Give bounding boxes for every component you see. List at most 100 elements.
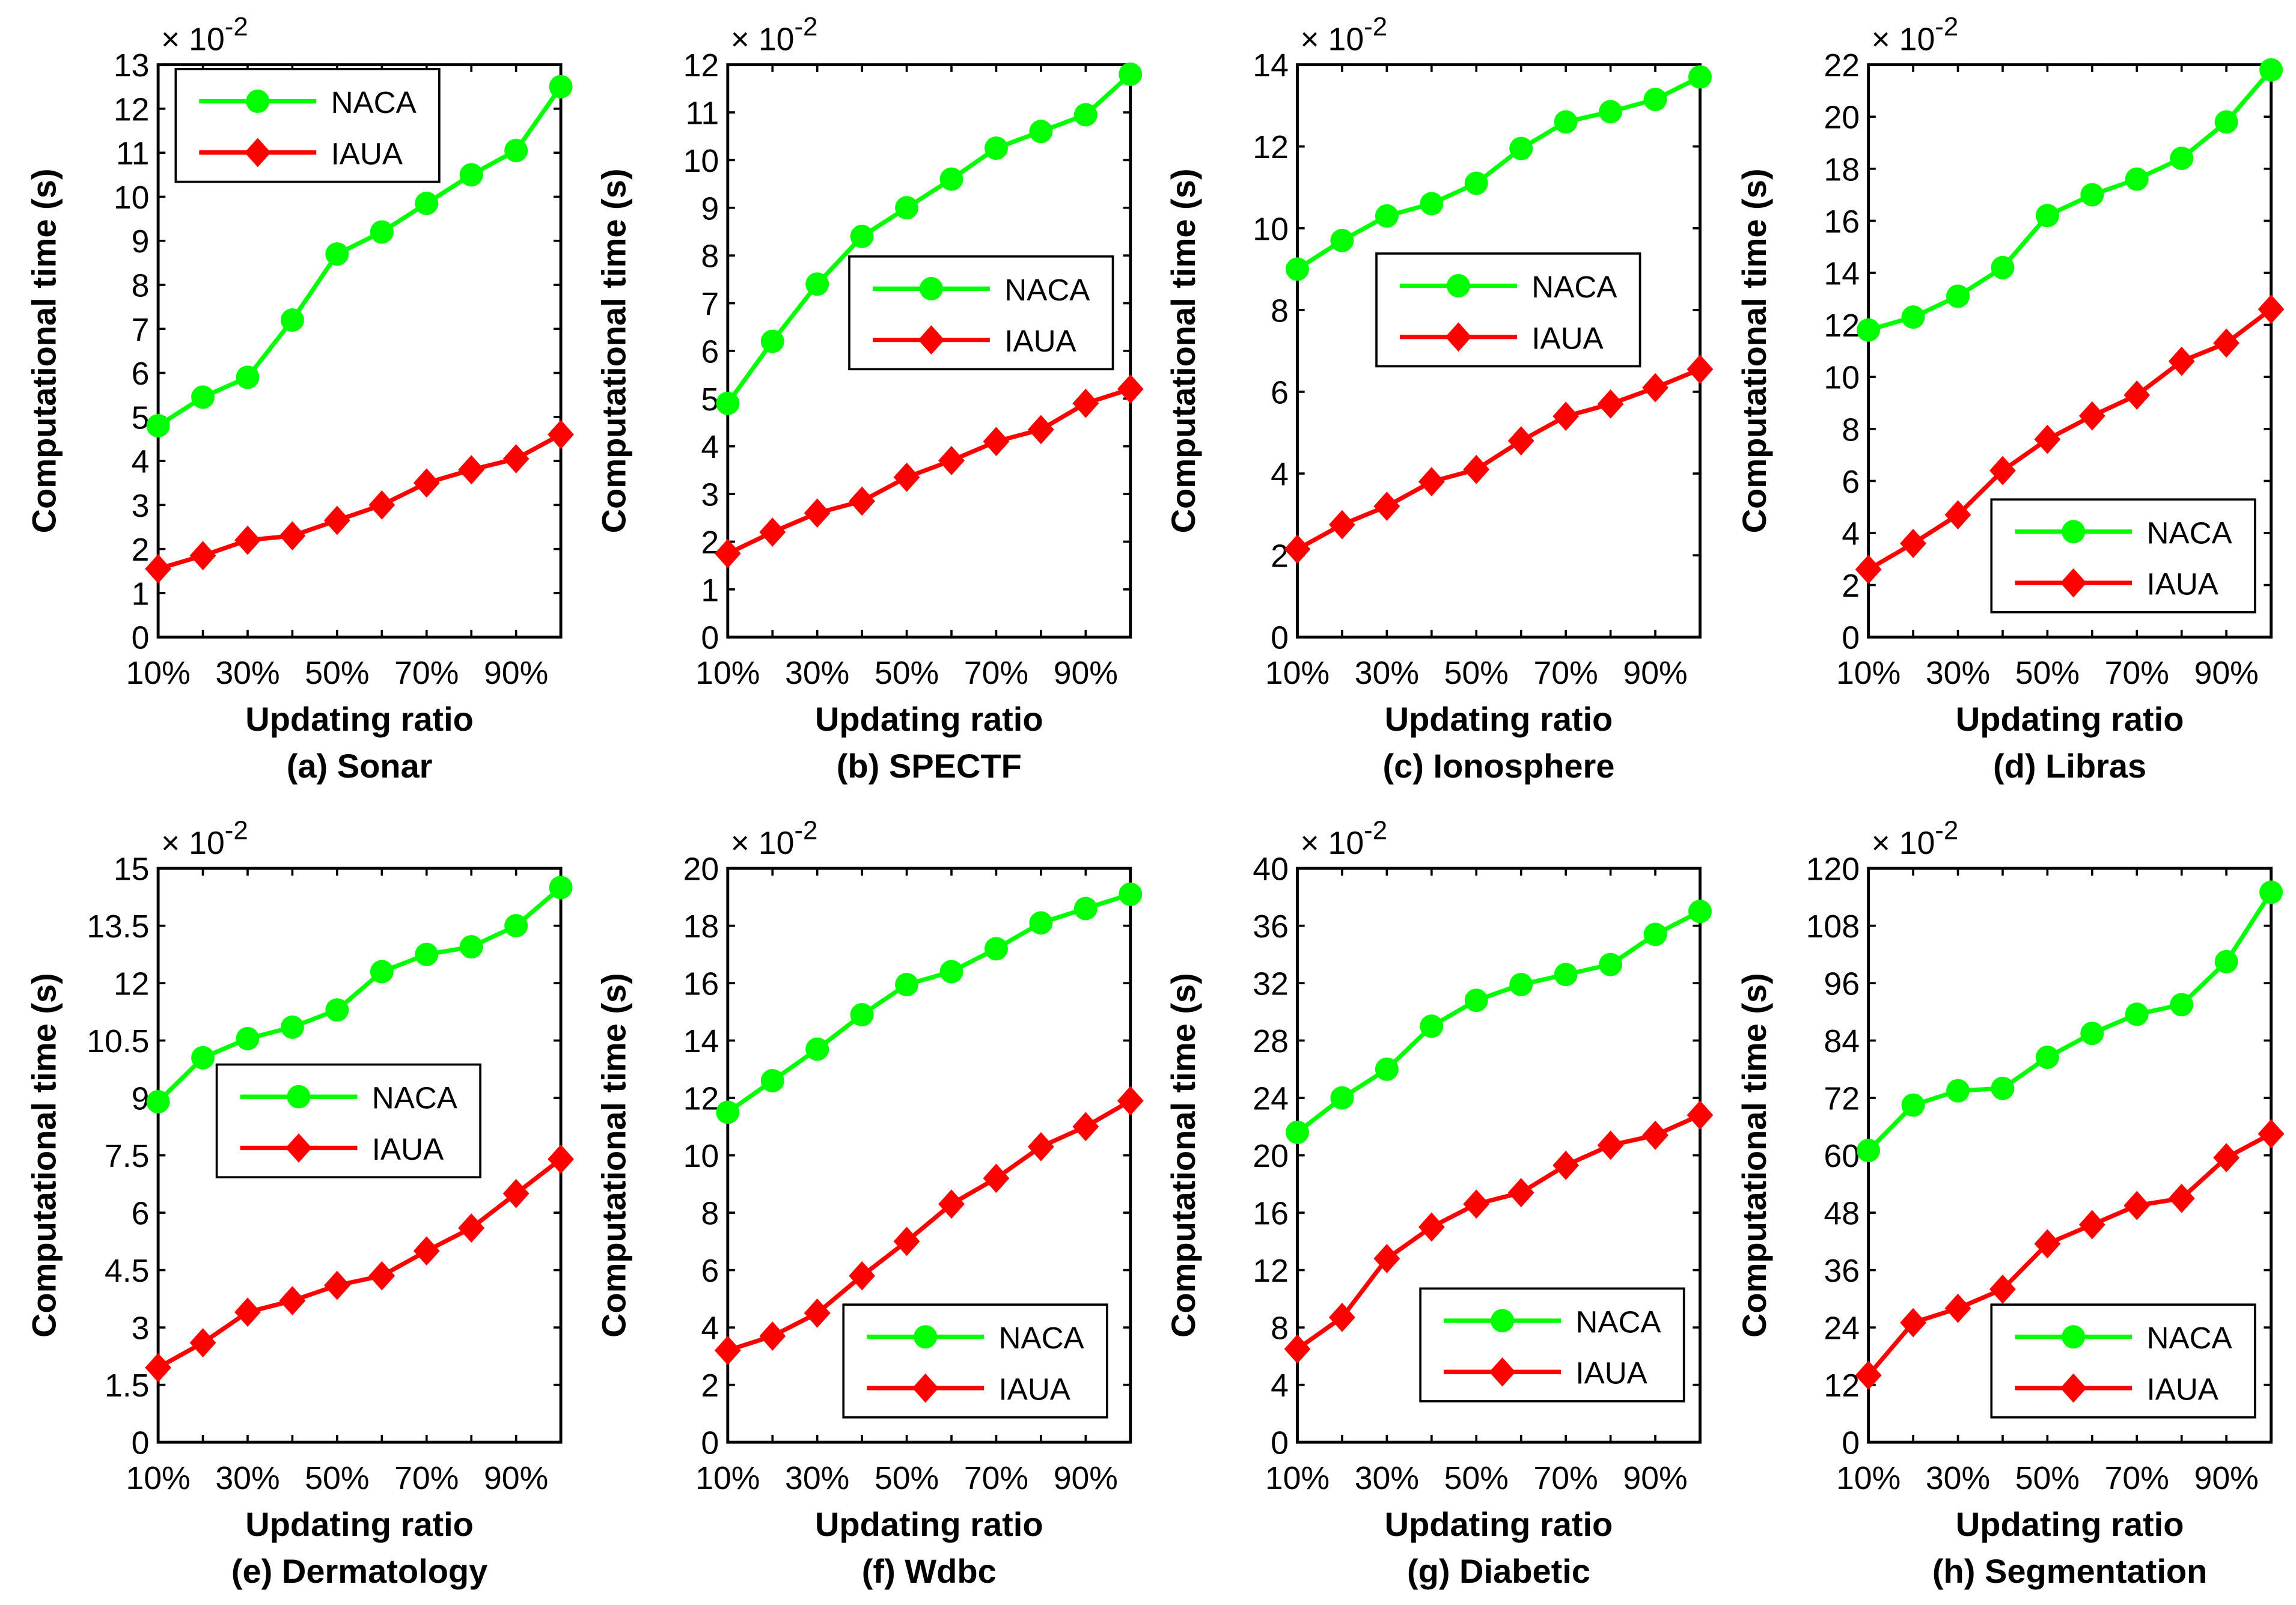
legend-label: IAUA xyxy=(331,136,403,171)
x-tick-label: 50% xyxy=(875,655,939,691)
x-tick-label: 50% xyxy=(1444,655,1509,691)
data-point xyxy=(1464,171,1488,195)
y-multiplier: × 10-2 xyxy=(1871,815,1958,860)
data-point xyxy=(893,462,920,492)
y-tick-label: 4 xyxy=(1271,457,1289,493)
legend-label: IAUA xyxy=(1531,321,1604,355)
series-line xyxy=(1296,909,1702,1134)
y-tick-label: 0 xyxy=(132,1425,150,1461)
x-tick-label: 90% xyxy=(484,1460,548,1496)
series-line xyxy=(1296,367,1701,552)
data-point xyxy=(2259,880,2283,904)
chart-title: (a) Sonar xyxy=(287,747,433,785)
legend-marker-diamond xyxy=(244,138,271,168)
legend: NACA IAUA xyxy=(215,1063,481,1179)
series-line xyxy=(157,432,562,571)
chart-title: (c) Ionosphere xyxy=(1383,747,1615,785)
y-tick-label: 18 xyxy=(1824,151,1860,187)
data-point xyxy=(1420,1014,1444,1038)
data-point xyxy=(1901,1093,1925,1117)
chart-title: (h) Segmentation xyxy=(1932,1552,2207,1590)
x-tick-label: 50% xyxy=(2015,655,2080,691)
data-point xyxy=(1553,1150,1580,1180)
data-point xyxy=(984,937,1008,961)
y-tick-label: 8 xyxy=(132,268,150,304)
chart-8: 0 12 24 36 48 60 72 84 96 108 120 10% 30% 50% 70% 90% × … xyxy=(1735,815,2285,1590)
legend-box xyxy=(842,1303,1108,1419)
legend-marker-circle xyxy=(1491,1309,1515,1333)
data-point xyxy=(1509,973,1533,997)
legend-marker-diamond xyxy=(1489,1357,1516,1387)
x-axis-label: Updating ratio xyxy=(245,1505,474,1543)
x-tick-label: 30% xyxy=(1926,1460,1990,1496)
series-line xyxy=(727,1098,1132,1353)
data-point xyxy=(939,960,963,984)
data-point xyxy=(893,1226,920,1256)
series-line xyxy=(1867,307,2273,571)
x-tick-label: 70% xyxy=(964,655,1028,691)
data-point xyxy=(280,308,304,332)
y-tick-label: 10.5 xyxy=(87,1023,149,1059)
y-axis-label: Computational time (s) xyxy=(25,168,63,533)
y-tick-label: 12 xyxy=(1253,1253,1289,1289)
data-point xyxy=(2213,1143,2240,1172)
y-tick-label: 10 xyxy=(114,180,150,216)
y-tick-label: 12 xyxy=(683,47,719,84)
y-tick-label: 3 xyxy=(701,477,719,513)
y-tick-label: 12 xyxy=(683,1081,719,1117)
y-tick-label: 8 xyxy=(1271,1311,1289,1347)
series-line xyxy=(157,85,563,428)
data-point xyxy=(548,1144,574,1174)
data-point xyxy=(2123,1190,2151,1220)
x-tick-label: 70% xyxy=(1534,1460,1598,1496)
y-tick-label: 4 xyxy=(701,1311,719,1347)
data-point xyxy=(189,541,216,571)
data-point xyxy=(145,1353,172,1383)
data-point xyxy=(325,998,349,1022)
y-tick-label: 40 xyxy=(1253,851,1289,888)
y-tick-label: 120 xyxy=(1806,851,1860,888)
data-point xyxy=(1330,228,1354,252)
data-point xyxy=(850,224,874,248)
series-line xyxy=(1867,891,2273,1153)
data-point xyxy=(1688,900,1712,924)
data-point xyxy=(415,191,439,215)
data-point xyxy=(189,1328,216,1357)
chart-title: (g) Diabetic xyxy=(1407,1552,1590,1590)
series-line xyxy=(1866,1131,2273,1377)
data-point xyxy=(1375,204,1399,228)
exponent: -2 xyxy=(794,815,817,845)
legend-label: IAUA xyxy=(2147,567,2219,601)
legend: NACA IAUA xyxy=(842,1303,1108,1419)
y-tick-label: 2 xyxy=(1842,568,1860,604)
data-point xyxy=(504,914,528,938)
legend-label: NACA xyxy=(1575,1305,1661,1339)
data-point xyxy=(1991,255,2015,279)
y-multiplier: × 10-2 xyxy=(161,12,248,57)
data-point xyxy=(413,1236,440,1266)
y-axis-label: Computational time (s) xyxy=(594,973,632,1338)
chart-5: 0 1.5 3 4.5 6 7.5 9 10.5 12 13.5 15 10% 30% 50% 70% 90%… xyxy=(25,815,574,1590)
legend: NACA IAUA xyxy=(1990,1303,2256,1419)
y-axis-label: Computational time (s) xyxy=(1735,973,1773,1338)
data-point xyxy=(2168,346,2195,376)
x-tick-label: 90% xyxy=(1054,1460,1118,1496)
y-tick-label: 12 xyxy=(1824,308,1860,344)
series-line xyxy=(1296,75,1702,271)
data-point xyxy=(548,419,574,449)
y-tick-label: 4 xyxy=(132,444,150,480)
series-naca xyxy=(1857,880,2283,1163)
x-axis-label: Updating ratio xyxy=(1385,700,1613,738)
chart-7: 0 4 8 12 16 20 24 28 32 36 40 10% 30% 50% 70% 90% × 10-2… xyxy=(1164,815,1714,1590)
y-axis-label: Computational time (s) xyxy=(25,973,63,1338)
legend-marker-diamond xyxy=(2060,1373,2087,1403)
x-tick-label: 70% xyxy=(1534,655,1598,691)
data-point xyxy=(370,960,394,984)
legend-label: NACA xyxy=(331,85,417,120)
x-tick-label: 30% xyxy=(215,655,279,691)
y-axis-label: Computational time (s) xyxy=(1164,168,1202,533)
series-line xyxy=(1867,68,2273,332)
y-tick-label: 5 xyxy=(132,400,150,436)
data-point xyxy=(280,1015,304,1039)
